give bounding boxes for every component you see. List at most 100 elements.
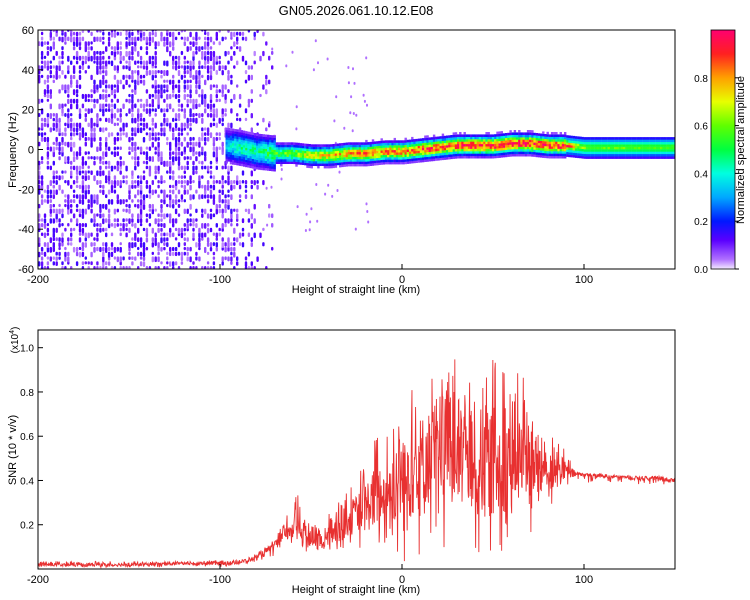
spectrogram-signal-cell: [304, 150, 307, 154]
spectrogram-noise-cell: [160, 156, 163, 163]
spectrogram-noise-cell: [236, 84, 239, 88]
spectrogram-noise-cell: [236, 31, 239, 36]
spectrogram-noise-cell: [75, 31, 79, 37]
spectrogram-signal-cell: [369, 141, 372, 145]
spectrogram-signal-cell: [668, 149, 672, 152]
spectrogram-signal-cell: [607, 144, 611, 147]
spectrogram-signal-cell: [395, 142, 399, 146]
spectrogram-noise-cell: [209, 266, 213, 269]
spectrogram-signal-cell: [559, 153, 562, 157]
spectrogram-signal-cell: [325, 158, 329, 162]
spectrogram-noise-cell: [139, 203, 143, 210]
spectrogram-noise-cell: [58, 65, 61, 72]
spectrogram-noise-cell: [125, 132, 128, 138]
spectrogram-noise-cell: [78, 208, 82, 215]
spectrogram-noise-cell: [67, 194, 70, 200]
spectrogram-signal-cell: [577, 143, 580, 147]
spectrogram-signal-cell: [234, 136, 237, 139]
spectrogram-noise-cell: [201, 98, 204, 105]
spectrogram-signal-cell: [424, 137, 427, 141]
spectrogram-signal-cell: [343, 145, 346, 148]
spectrogram-noise-cell: [157, 218, 160, 223]
y-tick-label: 0.6: [20, 432, 34, 443]
spectrogram-signal-cell: [247, 138, 250, 142]
spectrogram-noise-cell: [107, 36, 111, 42]
spectrogram-noise-cell: [96, 113, 99, 119]
spectrogram-signal-cell: [393, 152, 396, 155]
spectrogram-noise-cell: [58, 246, 61, 251]
spectrogram-signal-cell: [664, 149, 667, 152]
spectrogram-noise-cell: [99, 184, 102, 189]
spectrogram-signal-cell: [293, 161, 296, 165]
spectrogram-noise-cell: [198, 227, 201, 234]
spectrogram-signal-cell: [505, 149, 508, 153]
spectrogram-signal-cell: [627, 149, 630, 152]
spectrogram-noise-cell: [131, 103, 134, 110]
spectrogram-noise-cell: [221, 180, 224, 186]
spectrogram-signal-cell: [378, 157, 381, 161]
spectrogram-noise-cell: [154, 41, 157, 47]
spectrogram-signal-cell: [513, 141, 517, 145]
spectrogram-noise-cell: [46, 46, 50, 51]
spectrogram-noise-cell: [49, 203, 52, 209]
spectrogram-signal-cell: [277, 159, 281, 162]
spectrogram-signal-cell: [269, 135, 272, 138]
spectrogram-noise-cell: [110, 251, 114, 258]
spectrogram-noise-cell: [55, 218, 58, 223]
spectrogram-signal-cell: [260, 143, 263, 147]
spectrogram-signal-cell: [356, 142, 359, 145]
spectrogram-noise-cell: [122, 74, 125, 80]
spectrogram-signal-cell: [419, 155, 423, 158]
spectrogram-signal-cell: [251, 158, 255, 162]
spectrogram-noise-cell: [177, 203, 181, 209]
spectrogram-noise-cell: [206, 136, 210, 142]
spectrogram-signal-cell: [518, 151, 521, 155]
spectrogram-signal-cell: [398, 145, 401, 148]
spectrogram-noise-cell: [224, 242, 227, 247]
spectrogram-noise-cell: [221, 65, 224, 70]
spectrogram-signal-cell: [232, 159, 235, 163]
spectrogram-noise-cell: [107, 117, 111, 124]
spectrogram-signal-cell: [227, 159, 230, 162]
spectrogram-signal-cell: [540, 143, 543, 146]
spectrogram-noise-cell: [221, 237, 224, 242]
spectrogram-noise-cell: [134, 79, 137, 85]
spectrogram-signal-cell: [555, 155, 558, 159]
spectrogram-noise-cell: [125, 36, 128, 41]
spectrogram-signal-cell: [459, 134, 462, 137]
spectrogram-signal-cell: [441, 155, 445, 158]
spectrogram-signal-cell: [629, 137, 632, 140]
spectrogram-noise-cell: [221, 184, 224, 189]
spectrogram-signal-cell: [585, 144, 589, 147]
spectrogram-signal-cell: [284, 142, 287, 145]
spectrogram-noise-cell: [78, 46, 82, 51]
spectrogram-signal-cell: [293, 149, 296, 153]
spectrogram-noise-cell: [209, 227, 213, 233]
spectrogram-signal-cell: [245, 135, 248, 139]
spectrogram-signal-cell: [461, 155, 464, 159]
spectrogram-noise-cell: [186, 246, 189, 252]
spectrogram-noise-cell: [157, 194, 160, 199]
spectrogram-noise-cell: [139, 223, 143, 227]
spectrogram-noise-cell: [215, 122, 218, 128]
spectrogram-signal-cell: [245, 145, 248, 148]
spectrogram-signal-cell: [603, 137, 606, 140]
spectrogram-noise-cell: [204, 98, 207, 105]
spectrogram-signal-cell: [262, 167, 265, 171]
spectrogram-signal-cell: [332, 144, 335, 147]
spectrogram-noise-cell: [236, 60, 239, 66]
spectrogram-signal-cell: [323, 161, 327, 164]
spectrogram-noise-cell: [145, 132, 149, 136]
spectrogram-noise-cell: [221, 242, 224, 249]
spectrogram-noise-cell: [169, 103, 172, 110]
spectrogram-signal-cell: [524, 153, 528, 157]
spectrogram-noise-cell: [75, 132, 79, 136]
spectrogram-signal-cell: [437, 143, 440, 147]
spectrogram-signal-cell: [269, 163, 272, 167]
spectrogram-signal-cell: [583, 144, 586, 147]
spectrogram-signal-cell: [269, 154, 272, 157]
spectrogram-noise-cell: [230, 223, 233, 227]
spectrogram-signal-cell: [574, 148, 578, 151]
spectrogram-signal-cell: [380, 138, 383, 141]
spectrogram-signal-cell: [454, 151, 458, 154]
